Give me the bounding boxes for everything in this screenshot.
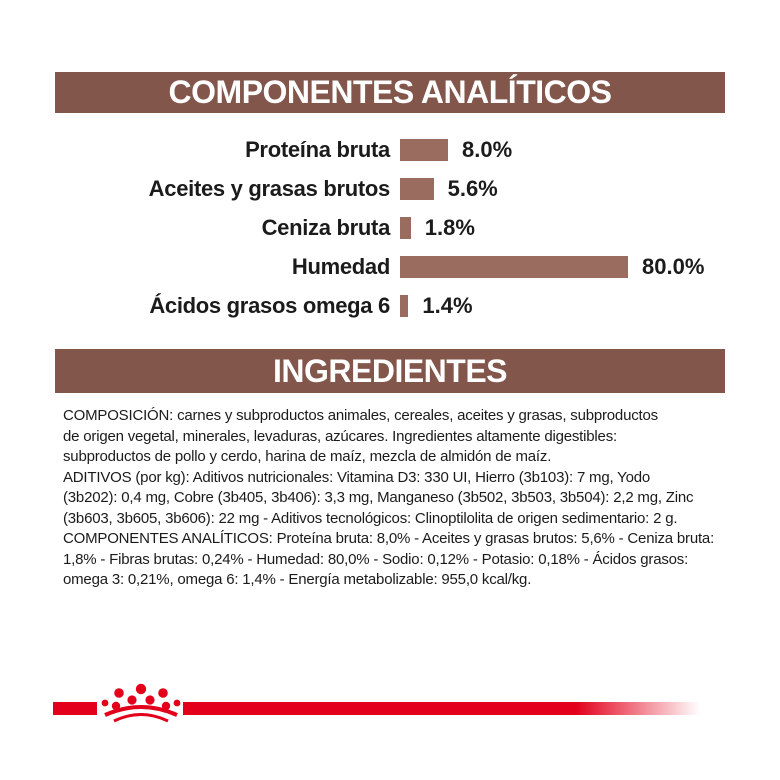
section-header-componentes-analiticos: COMPONENTES ANALÍTICOS — [55, 72, 725, 113]
chart-value-label: 1.4% — [422, 292, 473, 318]
chart-category-label: Aceites y grasas brutos — [148, 175, 391, 201]
chart-bar — [400, 138, 448, 161]
additives-text-line: (3b603, 3b605, 3b606): 22 mg - Aditivos … — [63, 509, 678, 527]
chart-value-label: 8.0% — [462, 136, 513, 162]
chart-value-label: 1.8% — [424, 214, 475, 240]
chart-row: Proteína bruta 8.0% — [60, 130, 740, 169]
chart-category-label: Ácidos grasos omega 6 — [149, 292, 390, 318]
analytical-components-chart: Proteína bruta 8.0% Aceites y grasas bru… — [60, 130, 740, 325]
chart-category-label: Ceniza bruta — [261, 214, 391, 240]
ingredients-text-block: COMPOSICIÓN: carnes y subproductos anima… — [63, 406, 763, 591]
chart-row: Aceites y grasas brutos 5.6% — [60, 169, 740, 208]
chart-bar — [400, 177, 434, 200]
additives-text-line: (3b202): 0,4 mg, Cobre (3b405, 3b406): 3… — [63, 489, 694, 506]
royal-canin-crown-logo — [101, 683, 181, 723]
section-title: COMPONENTES ANALÍTICOS — [168, 74, 612, 110]
chart-category-label: Humedad — [291, 253, 390, 279]
analytical-components-text-line: 1,8% - Fibras brutas: 0,24% - Humedad: 8… — [63, 550, 689, 568]
chart-bar — [400, 294, 409, 317]
footer-red-line-left — [53, 702, 97, 715]
footer-red-line-fading — [183, 702, 700, 715]
chart-row: Ceniza bruta 1.8% — [60, 208, 740, 247]
chart-row: Humedad 80.0% — [60, 247, 740, 286]
composition-text-line: de origen vegetal, minerales, levaduras,… — [63, 427, 617, 445]
chart-bar — [400, 255, 628, 278]
chart-value-label: 80.0% — [642, 253, 705, 279]
chart-bar — [400, 216, 411, 239]
section-title: INGREDIENTES — [272, 352, 508, 389]
composition-text-line: subproductos de pollo y cerdo, harina de… — [63, 448, 552, 465]
additives-text-line: ADITIVOS (por kg): Aditivos nutricionale… — [63, 468, 651, 486]
analytical-components-text-line: omega 3: 0,21%, omega 6: 1,4% - Energía … — [63, 571, 532, 588]
chart-value-label: 5.6% — [447, 175, 498, 201]
analytical-components-text-line: COMPONENTES ANALÍTICOS: Proteína bruta: … — [63, 530, 715, 547]
chart-row: Ácidos grasos omega 6 1.4% — [60, 286, 740, 325]
section-header-ingredientes: INGREDIENTES — [55, 349, 725, 393]
composition-text-line: COMPOSICIÓN: carnes y subproductos anima… — [63, 407, 658, 424]
chart-category-label: Proteína bruta — [245, 136, 390, 162]
